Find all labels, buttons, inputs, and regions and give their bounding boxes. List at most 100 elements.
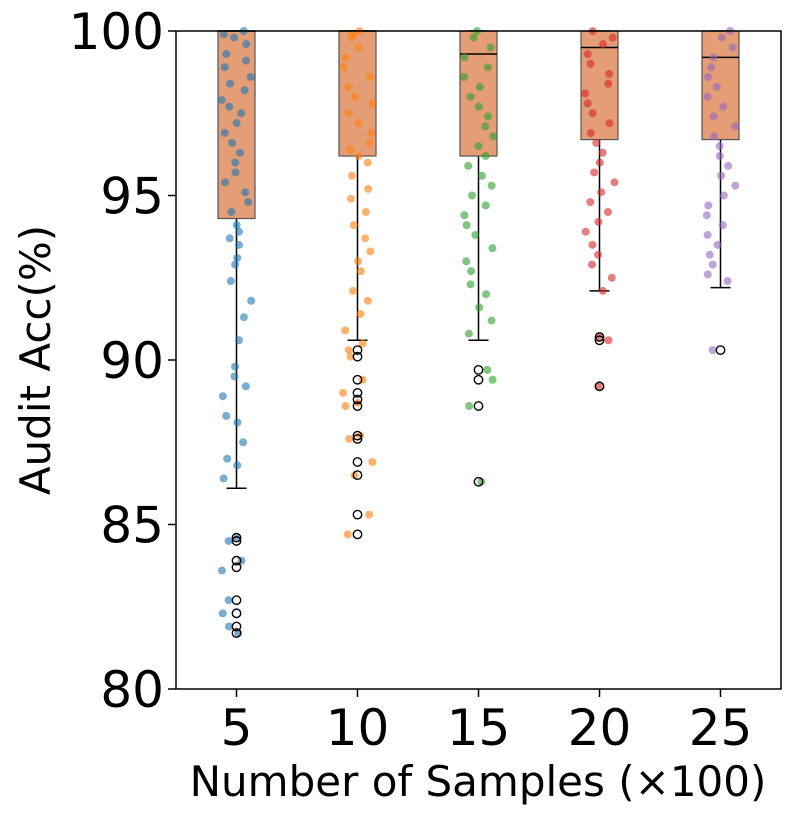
data-point — [702, 211, 711, 220]
data-point — [364, 184, 373, 193]
x-tick-label: 20 — [568, 699, 632, 757]
data-point — [220, 128, 229, 137]
data-point — [365, 510, 374, 519]
y-tick-label: 80 — [100, 661, 164, 719]
data-point — [230, 372, 239, 381]
data-point — [471, 230, 480, 239]
data-point — [347, 171, 356, 180]
outlier-marker — [352, 434, 363, 444]
data-point — [728, 43, 737, 52]
data-point — [222, 411, 231, 420]
data-point — [219, 30, 228, 39]
x-tick-label: 25 — [689, 699, 753, 757]
data-point — [346, 145, 355, 154]
data-point — [712, 82, 721, 91]
data-point — [709, 53, 718, 62]
data-point — [481, 122, 490, 131]
data-point — [713, 240, 722, 249]
outlier-marker — [352, 394, 363, 405]
data-point — [349, 286, 358, 295]
data-point — [704, 73, 713, 82]
x-tick-label: 10 — [326, 699, 390, 757]
data-point — [583, 99, 592, 108]
data-point — [239, 313, 248, 322]
data-point — [366, 247, 375, 256]
data-point — [237, 109, 246, 118]
data-point — [339, 63, 348, 72]
data-point — [597, 188, 606, 197]
data-point — [240, 86, 249, 95]
data-point — [241, 382, 250, 391]
data-point — [590, 168, 599, 177]
data-point — [468, 191, 477, 200]
data-point — [487, 181, 496, 190]
data-point — [483, 365, 492, 374]
data-point — [239, 438, 248, 447]
data-point — [217, 96, 226, 105]
outlier-marker — [231, 536, 242, 546]
series-group-20 — [580, 27, 619, 392]
data-point — [460, 211, 469, 220]
data-point — [344, 346, 353, 355]
data-point — [225, 102, 234, 111]
data-point — [466, 280, 475, 289]
data-point — [242, 40, 251, 49]
data-point — [221, 178, 230, 187]
data-point — [363, 158, 372, 167]
data-point — [235, 240, 244, 249]
series-group-15 — [459, 27, 498, 487]
data-point — [598, 148, 607, 157]
data-point — [235, 227, 244, 236]
data-point — [231, 168, 240, 177]
x-axis-label: Number of Samples (×100) — [190, 757, 767, 806]
plot-frame — [175, 30, 782, 690]
data-point — [343, 530, 352, 539]
outlier-marker — [352, 374, 363, 385]
outlier-marker — [231, 562, 242, 573]
data-point — [460, 53, 469, 62]
data-point — [356, 267, 365, 276]
data-point — [354, 43, 363, 52]
data-point — [232, 221, 241, 230]
data-point — [717, 33, 726, 42]
data-point — [605, 119, 614, 128]
data-point — [356, 309, 365, 318]
outlier-marker — [473, 364, 484, 375]
data-point — [350, 92, 359, 101]
data-point — [354, 119, 363, 128]
x-tick-label: 15 — [447, 699, 511, 757]
data-point — [603, 207, 612, 216]
outlier-marker — [594, 381, 605, 392]
outlier-marker — [594, 335, 605, 346]
outlier-marker — [473, 401, 484, 411]
data-point — [607, 273, 616, 282]
data-point — [347, 33, 356, 42]
data-point — [354, 257, 363, 266]
data-point — [604, 336, 613, 345]
outlier-marker — [715, 345, 726, 356]
outlier-marker — [352, 509, 363, 520]
data-point — [224, 536, 233, 545]
data-point — [244, 198, 253, 207]
data-point — [723, 277, 732, 286]
data-point — [465, 402, 474, 411]
data-point — [475, 82, 484, 91]
data-point — [358, 339, 367, 348]
data-point — [595, 332, 604, 341]
data-point — [233, 533, 242, 542]
data-point — [724, 161, 733, 170]
outlier-marker — [352, 529, 363, 540]
data-point — [219, 474, 228, 483]
data-point — [233, 254, 242, 263]
data-point — [246, 73, 255, 82]
data-point — [483, 63, 492, 72]
data-point — [709, 132, 718, 141]
outlier-marker — [352, 470, 363, 481]
data-point — [218, 392, 227, 401]
outlier-marker — [352, 401, 363, 411]
data-point — [588, 240, 597, 249]
data-point — [217, 566, 226, 575]
y-tick-label: 90 — [100, 332, 164, 390]
data-point — [477, 477, 486, 486]
plot-layer — [217, 27, 740, 638]
